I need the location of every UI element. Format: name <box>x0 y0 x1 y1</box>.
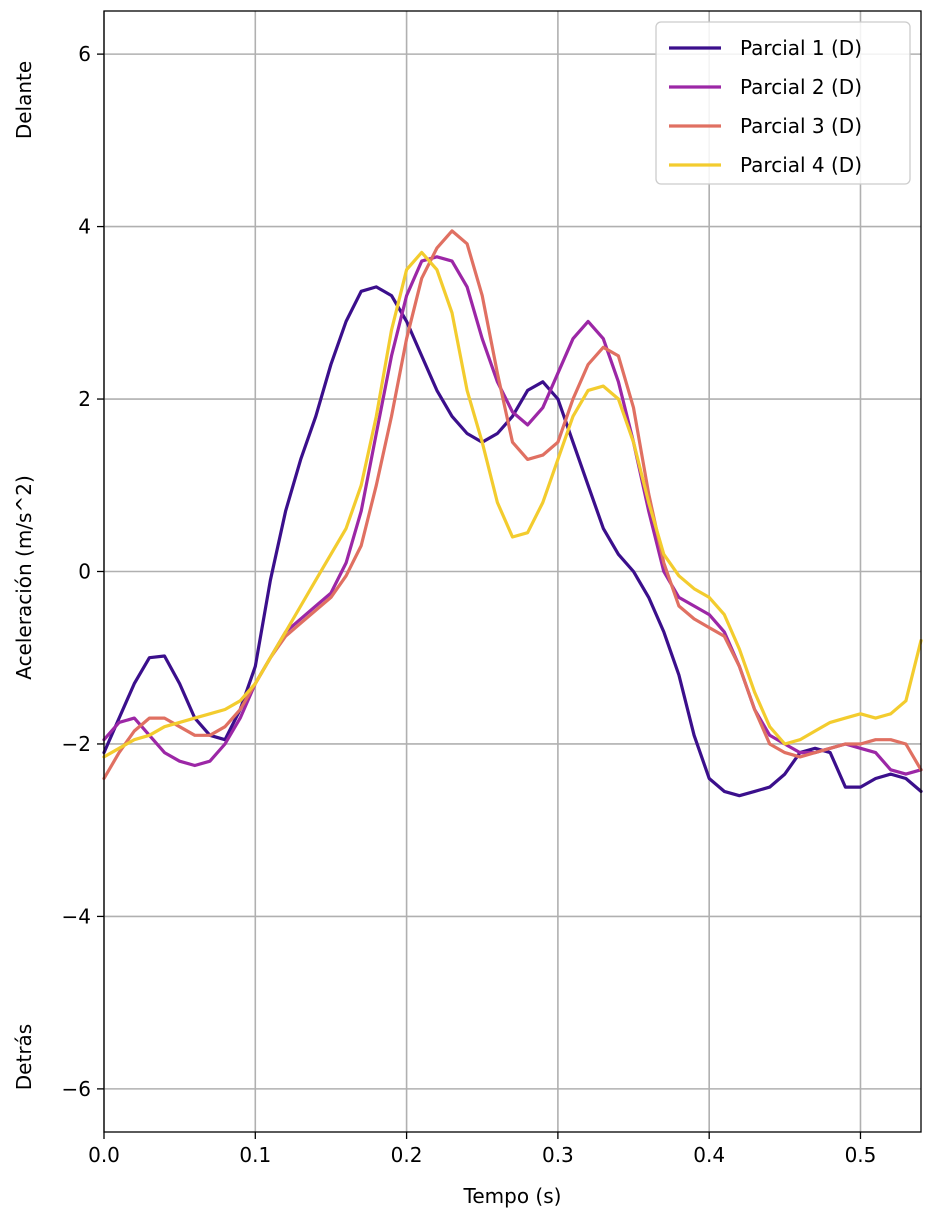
y-axis-label: Aceleración (m/s^2) <box>12 475 36 680</box>
series-line-3 <box>102 229 923 781</box>
x-tick-label: 0.1 <box>239 1143 271 1167</box>
x-tick-label: 0.0 <box>88 1143 120 1167</box>
legend: Parcial 1 (D) Parcial 2 (D) Parcial 3 (D) P… <box>655 21 911 185</box>
x-axis-label: Tempo (s) <box>463 1184 562 1208</box>
direction-label-front: Delante <box>12 61 36 139</box>
y-tick-label: −6 <box>62 1077 91 1101</box>
legend-label: Parcial 2 (D) <box>740 75 862 99</box>
y-tick-label: 6 <box>78 42 91 66</box>
x-tick-label: 0.5 <box>845 1143 877 1167</box>
y-tick-label: 0 <box>78 560 91 584</box>
x-tick-label: 0.3 <box>542 1143 574 1167</box>
legend-label: Parcial 1 (D) <box>740 36 862 60</box>
legend-label: Parcial 4 (D) <box>740 153 862 177</box>
y-tick-label: −4 <box>62 904 91 928</box>
x-tick-label: 0.2 <box>391 1143 423 1167</box>
direction-label-back: Detrás <box>12 1024 36 1090</box>
x-tick-label: 0.4 <box>693 1143 725 1167</box>
y-tick-label: 2 <box>78 387 91 411</box>
y-tick-label: 4 <box>78 215 91 239</box>
grid <box>103 11 921 1132</box>
legend-frame <box>655 21 911 185</box>
axis-ticks: 0.0 0.1 0.2 0.3 0.4 0.5 −6 −4 −2 0 2 4 6 <box>62 42 877 1167</box>
y-tick-label: −2 <box>62 732 91 756</box>
series-lines <box>102 229 923 798</box>
legend-label: Parcial 3 (D) <box>740 114 862 138</box>
series-line-4 <box>102 250 923 759</box>
